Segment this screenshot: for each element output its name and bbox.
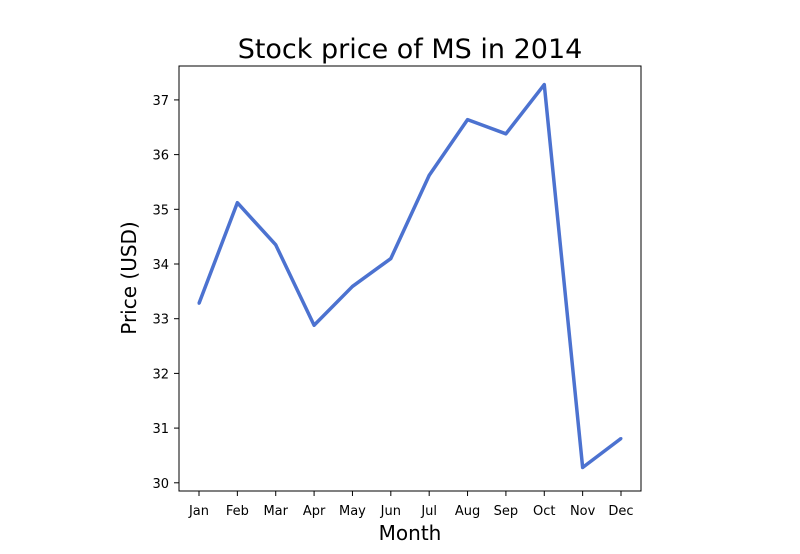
y-tick-label: 34 — [152, 258, 169, 273]
x-tick-label: Aug — [455, 504, 480, 519]
series-line — [197, 82, 623, 470]
x-tick-label: Apr — [303, 504, 326, 519]
x-axis-title: Month — [379, 521, 442, 545]
data-point-jun — [389, 257, 393, 261]
data-point-jan — [197, 301, 201, 305]
x-tick-label: Dec — [608, 504, 633, 519]
data-point-may — [350, 284, 354, 288]
y-tick-label: 35 — [152, 203, 169, 218]
data-point-oct — [542, 83, 546, 87]
chart-title: Stock price of MS in 2014 — [238, 34, 583, 65]
x-tick-label: Feb — [226, 504, 249, 519]
y-axis-title: Price (USD) — [117, 221, 141, 335]
x-tick-label: Nov — [570, 504, 596, 519]
y-tick-label: 31 — [152, 422, 169, 437]
x-tick-label: Mar — [263, 504, 288, 519]
x-tick-label: Jan — [188, 504, 209, 519]
x-tick-label: Sep — [494, 504, 519, 519]
x-tick-label: Jun — [380, 504, 401, 519]
x-tick-label: Oct — [533, 504, 555, 519]
y-tick-label: 36 — [152, 149, 169, 164]
plot-frame — [178, 65, 642, 492]
data-point-apr — [312, 323, 316, 327]
y-tick-label: 37 — [152, 94, 169, 109]
data-point-sep — [504, 132, 508, 136]
data-point-aug — [466, 118, 470, 122]
data-point-feb — [235, 201, 239, 205]
y-tick-label: 32 — [152, 367, 169, 382]
data-point-mar — [274, 243, 278, 247]
y-tick-label: 33 — [152, 313, 169, 328]
data-point-dec — [619, 436, 623, 440]
x-tick-label: Jul — [420, 504, 437, 519]
data-point-nov — [581, 465, 585, 469]
x-tick-label: May — [339, 504, 366, 519]
data-point-jul — [427, 173, 431, 177]
y-axis: 30 31 32 33 34 35 36 37 — [152, 94, 179, 492]
x-axis: Jan Feb Mar Apr May Jun Jul Aug Sep Oct Nov Dec — [188, 491, 634, 519]
series-layer — [197, 82, 623, 470]
y-tick-label: 30 — [152, 477, 169, 492]
